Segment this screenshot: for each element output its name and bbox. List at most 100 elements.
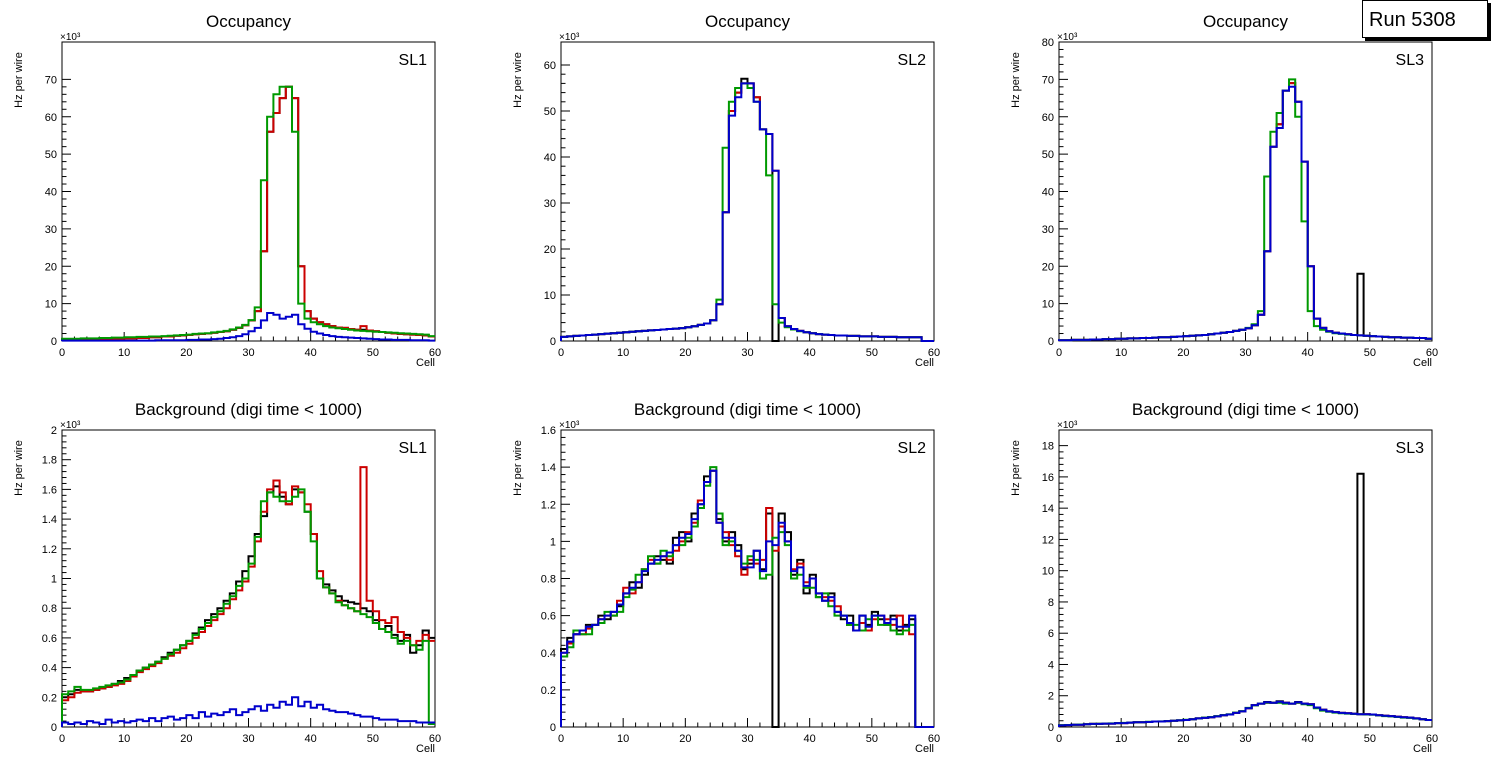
run-label: Run 5308 (1362, 0, 1488, 38)
x-tick-label: 0 (558, 347, 564, 359)
series-line-green (1058, 78, 1432, 342)
series-line-black (1058, 472, 1432, 727)
plot-title: Background (digi time < 1000) (135, 400, 362, 419)
plot-title: Background (digi time < 1000) (1132, 400, 1359, 419)
x-tick-label: 10 (617, 347, 629, 359)
x-tick-label: 10 (1115, 347, 1127, 359)
x-tick-label: 50 (367, 733, 379, 745)
plot-title: Occupancy (206, 12, 292, 31)
x-tick-label: 10 (1115, 733, 1127, 745)
series-line-blue (61, 312, 435, 342)
series-line-green (560, 82, 934, 342)
y-tick-label: 70 (1042, 74, 1054, 86)
y-axis-label: Hz per wire (13, 440, 25, 496)
x-tick-label: 60 (928, 347, 940, 359)
y-tick-label: 50 (1042, 149, 1054, 161)
x-tick-label: 30 (242, 347, 254, 359)
y-tick-label: 0 (51, 336, 57, 348)
y-tick-label: 14 (1042, 503, 1054, 515)
x-tick-label: 30 (741, 347, 753, 359)
y-tick-label: 1.4 (42, 514, 57, 526)
y-axis-exponent: ×10³ (1057, 420, 1078, 431)
x-tick-label: 10 (118, 347, 130, 359)
series-line-red (560, 469, 934, 728)
y-tick-label: 0 (550, 336, 556, 348)
x-tick-label: 0 (1056, 733, 1062, 745)
series-line-green (61, 85, 435, 341)
y-tick-label: 4 (1048, 659, 1054, 671)
x-tick-label: 40 (1302, 347, 1314, 359)
y-axis-label: Hz per wire (1010, 440, 1022, 496)
x-tick-label: 50 (367, 347, 379, 359)
x-tick-label: 50 (1364, 733, 1376, 745)
x-tick-label: 10 (617, 733, 629, 745)
y-tick-label: 1.2 (541, 499, 556, 511)
series-line-green (560, 466, 934, 728)
y-tick-label: 1.4 (541, 462, 556, 474)
y-tick-label: 1.6 (541, 425, 556, 437)
y-tick-label: 0 (1048, 722, 1054, 734)
y-tick-label: 70 (45, 74, 57, 86)
y-tick-label: 1 (550, 536, 556, 548)
histogram-panel-6: Background (digi time < 1000) SL3 ×10³ Cell… (1010, 400, 1438, 755)
y-axis-label: Hz per wire (512, 52, 524, 108)
superlayer-label: SL1 (399, 52, 428, 69)
x-tick-label: 30 (242, 733, 254, 745)
histogram-panel-5: Background (digi time < 1000) SL2 ×10³ Cell… (512, 400, 940, 755)
series-line-red (560, 82, 934, 342)
y-tick-label: 20 (45, 261, 57, 273)
y-axis-exponent: ×10³ (60, 420, 81, 431)
series-line-red (1058, 82, 1432, 342)
x-tick-label: 40 (804, 347, 816, 359)
y-tick-label: 60 (544, 60, 556, 72)
y-tick-label: 10 (1042, 566, 1054, 578)
series-line-red (61, 466, 435, 727)
x-tick-label: 50 (866, 347, 878, 359)
x-tick-label: 0 (59, 347, 65, 359)
y-tick-label: 30 (544, 198, 556, 210)
series-line-black (61, 485, 435, 727)
y-tick-label: 40 (544, 152, 556, 164)
histogram-panel-4: Background (digi time < 1000) SL1 ×10³ Cell… (13, 400, 441, 755)
y-tick-label: 60 (1042, 112, 1054, 124)
histogram-panel-2: Occupancy SL2 ×10³ Cell Hz per wire 0 10 20 30 40… (512, 12, 940, 369)
plot-frame (560, 429, 935, 728)
y-tick-label: 50 (544, 106, 556, 118)
x-tick-label: 40 (1302, 733, 1314, 745)
x-tick-label: 0 (1056, 347, 1062, 359)
y-axis-exponent: ×10³ (559, 420, 580, 431)
x-tick-label: 0 (59, 733, 65, 745)
y-tick-label: 6 (1048, 628, 1054, 640)
y-tick-label: 2 (1048, 691, 1054, 703)
y-tick-label: 0 (51, 722, 57, 734)
series-line-blue (61, 696, 435, 727)
x-tick-label: 30 (1239, 733, 1251, 745)
x-axis-label: Cell (915, 357, 934, 369)
superlayer-label: SL1 (399, 440, 428, 457)
y-tick-label: 40 (45, 187, 57, 199)
y-tick-label: 2 (51, 425, 57, 437)
y-tick-label: 0.8 (541, 574, 556, 586)
y-axis-exponent: ×10³ (60, 32, 81, 43)
y-axis-exponent: ×10³ (559, 32, 580, 43)
x-tick-label: 50 (866, 733, 878, 745)
y-tick-label: 0.4 (42, 663, 57, 675)
x-tick-label: 40 (305, 733, 317, 745)
series-line-black (560, 469, 934, 728)
x-tick-label: 20 (1177, 347, 1189, 359)
y-tick-label: 30 (45, 224, 57, 236)
y-tick-label: 20 (544, 244, 556, 256)
x-tick-label: 20 (180, 347, 192, 359)
series-line-blue (560, 82, 934, 342)
y-tick-label: 18 (1042, 441, 1054, 453)
x-tick-label: 60 (429, 347, 441, 359)
x-tick-label: 60 (1426, 733, 1438, 745)
superlayer-label: SL3 (1396, 52, 1425, 69)
series-line-black (560, 77, 934, 342)
y-tick-label: 1.8 (42, 455, 57, 467)
y-tick-label: 40 (1042, 187, 1054, 199)
y-tick-label: 80 (1042, 37, 1054, 49)
plot-title: Occupancy (705, 12, 791, 31)
plot-frame (61, 41, 436, 342)
